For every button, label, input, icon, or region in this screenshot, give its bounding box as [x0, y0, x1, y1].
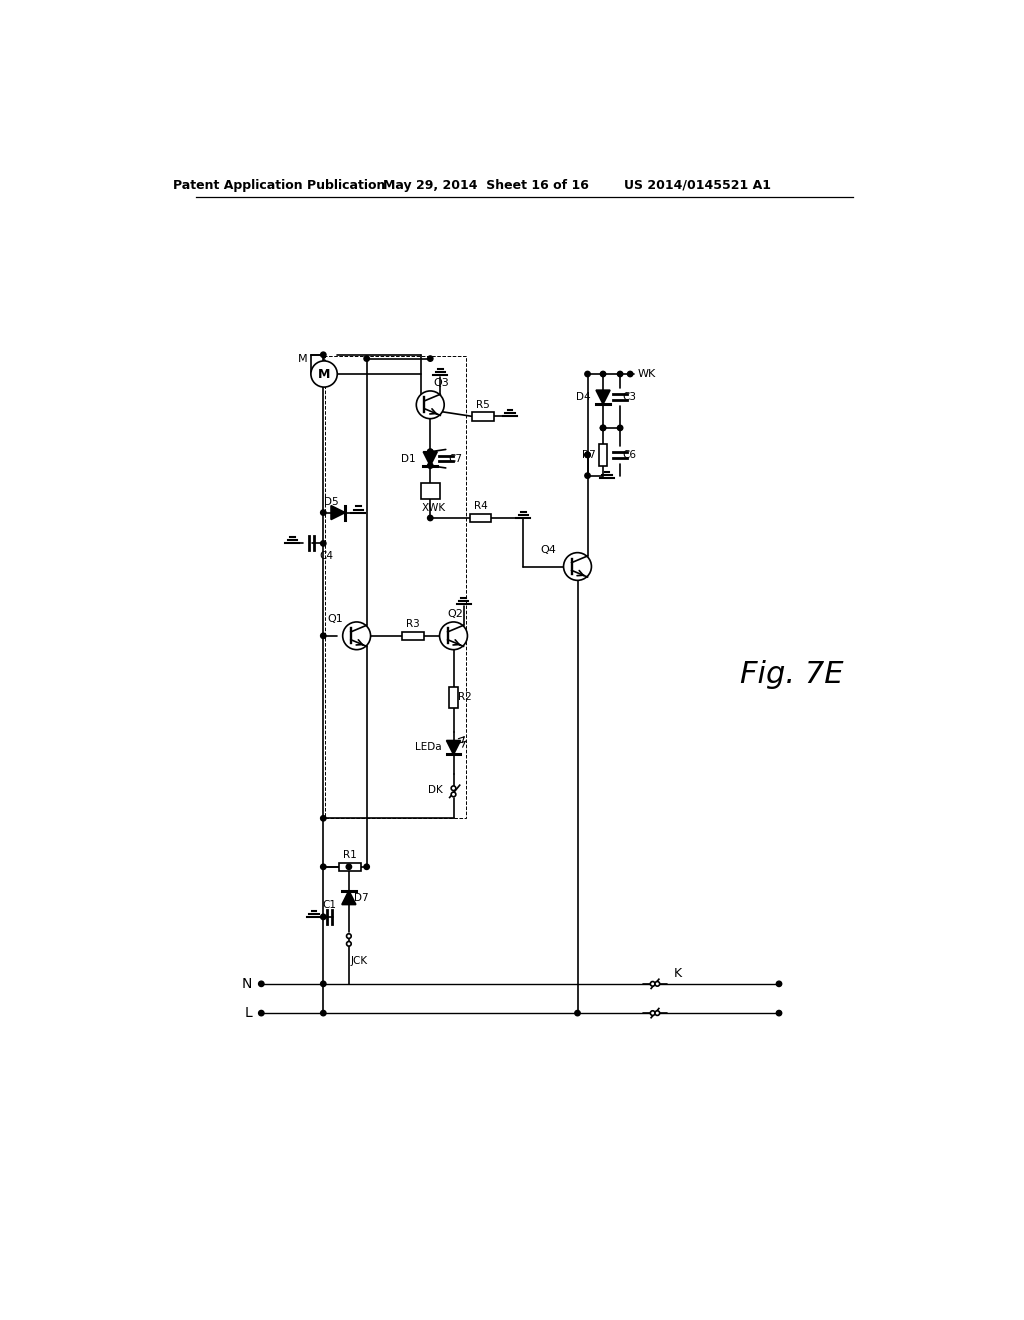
Circle shape: [311, 360, 337, 387]
Circle shape: [364, 356, 370, 362]
Text: May 29, 2014  Sheet 16 of 16: May 29, 2014 Sheet 16 of 16: [383, 178, 589, 191]
Circle shape: [346, 865, 351, 870]
Circle shape: [776, 981, 781, 986]
Bar: [339, 862, 360, 871]
Circle shape: [417, 391, 444, 418]
Circle shape: [428, 463, 433, 469]
Text: C6: C6: [623, 450, 636, 459]
Circle shape: [259, 1010, 264, 1016]
Text: C3: C3: [623, 392, 636, 403]
Text: M: M: [317, 367, 331, 380]
Text: R1: R1: [343, 850, 357, 861]
Circle shape: [585, 453, 590, 458]
Bar: [421, 483, 439, 499]
Circle shape: [563, 553, 592, 581]
Circle shape: [364, 865, 370, 870]
Circle shape: [600, 425, 606, 430]
Circle shape: [321, 541, 326, 546]
Circle shape: [321, 816, 326, 821]
Circle shape: [259, 981, 264, 986]
Text: R4: R4: [474, 502, 487, 511]
Circle shape: [321, 1010, 326, 1016]
Text: R2: R2: [459, 693, 472, 702]
Circle shape: [321, 634, 326, 639]
Circle shape: [585, 371, 590, 376]
Text: D4: D4: [575, 392, 590, 403]
Text: Q2: Q2: [447, 610, 463, 619]
Text: M: M: [298, 354, 307, 363]
Polygon shape: [446, 741, 461, 755]
Circle shape: [600, 425, 606, 430]
Circle shape: [321, 981, 326, 986]
Bar: [325, 356, 466, 818]
Text: D1: D1: [401, 454, 416, 463]
Text: K: K: [674, 966, 682, 979]
Circle shape: [617, 425, 623, 430]
Circle shape: [574, 1010, 581, 1016]
Circle shape: [776, 1010, 781, 1016]
Circle shape: [428, 356, 433, 362]
Text: Q3: Q3: [433, 379, 449, 388]
Text: N: N: [242, 977, 252, 991]
Text: R7: R7: [583, 450, 596, 459]
Circle shape: [321, 915, 326, 920]
Bar: [599, 444, 607, 466]
Circle shape: [428, 449, 433, 454]
Circle shape: [452, 785, 456, 791]
Text: Q4: Q4: [540, 545, 556, 554]
Circle shape: [655, 1011, 659, 1015]
Polygon shape: [342, 891, 356, 904]
Text: DK: DK: [428, 785, 442, 795]
Polygon shape: [331, 506, 345, 520]
Text: JCK: JCK: [350, 956, 368, 966]
Text: D5: D5: [324, 496, 338, 507]
Circle shape: [346, 933, 351, 939]
Circle shape: [650, 1011, 655, 1015]
Text: C1: C1: [323, 899, 337, 909]
Text: Patent Application Publication: Patent Application Publication: [173, 178, 385, 191]
Circle shape: [600, 371, 606, 376]
Text: C4: C4: [319, 550, 334, 561]
Circle shape: [321, 865, 326, 870]
Circle shape: [439, 622, 467, 649]
Text: Q1: Q1: [327, 614, 343, 624]
Circle shape: [428, 449, 433, 454]
Circle shape: [617, 371, 623, 376]
Text: US 2014/0145521 A1: US 2014/0145521 A1: [624, 178, 771, 191]
Circle shape: [585, 473, 590, 478]
Circle shape: [650, 982, 655, 986]
Text: L: L: [245, 1006, 252, 1020]
Circle shape: [585, 453, 590, 458]
Text: LEDa: LEDa: [416, 742, 442, 752]
Bar: [450, 686, 458, 708]
Circle shape: [452, 792, 456, 797]
Text: C7: C7: [449, 454, 462, 463]
Text: R3: R3: [407, 619, 420, 630]
Circle shape: [655, 982, 659, 986]
Circle shape: [321, 352, 326, 358]
Text: WK: WK: [638, 370, 656, 379]
Polygon shape: [423, 451, 437, 466]
Text: R5: R5: [476, 400, 489, 409]
Circle shape: [346, 941, 351, 946]
Text: Fig. 7E: Fig. 7E: [740, 660, 844, 689]
Circle shape: [343, 622, 371, 649]
Circle shape: [321, 510, 326, 515]
Circle shape: [628, 371, 633, 376]
Polygon shape: [596, 391, 610, 404]
Bar: [472, 412, 494, 421]
Text: D7: D7: [354, 892, 369, 903]
Circle shape: [428, 515, 433, 520]
Text: XWK: XWK: [422, 503, 446, 513]
Bar: [402, 631, 424, 640]
Bar: [470, 513, 492, 523]
